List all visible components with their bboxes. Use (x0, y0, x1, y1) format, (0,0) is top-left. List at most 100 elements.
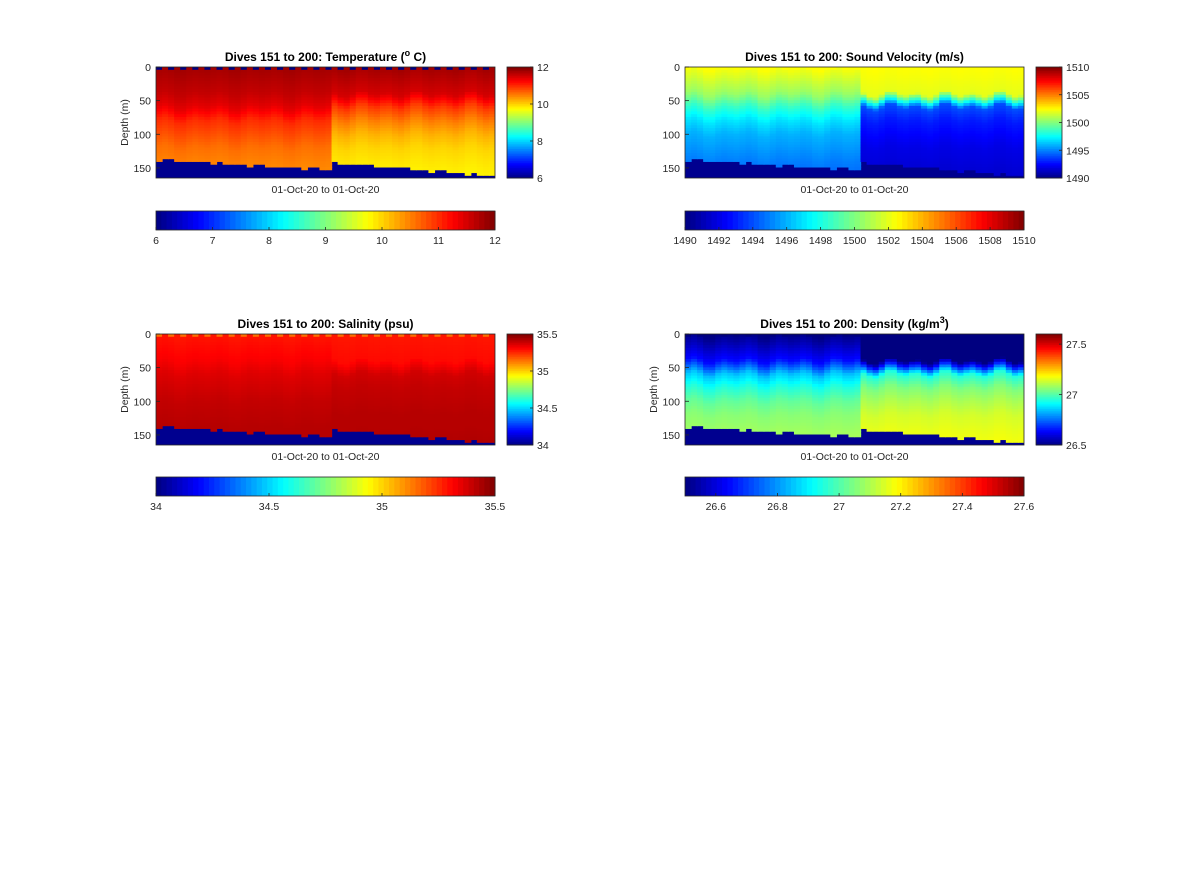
heatmap-cell (476, 105, 484, 110)
heatmap-cell (1005, 144, 1013, 149)
heatmap-cell (458, 158, 466, 162)
heatmap-cell (993, 97, 1001, 101)
heatmap-cell (896, 111, 904, 115)
heatmap-cell (252, 400, 260, 404)
heatmap-cell (373, 147, 381, 151)
heatmap-cell (464, 125, 472, 129)
heatmap-cell (258, 94, 266, 99)
heatmap-cell (386, 67, 393, 71)
heatmap-cell (1011, 147, 1019, 151)
heatmap-cell (787, 139, 795, 143)
heatmap-cell (174, 86, 181, 90)
heatmap-cell (775, 128, 783, 132)
heatmap-cell (404, 164, 411, 168)
heatmap-cell (404, 97, 411, 101)
heatmap-cell (733, 80, 741, 85)
heatmap-cell (361, 141, 369, 146)
heatmap-cell (488, 122, 495, 126)
heatmap-cell (769, 150, 777, 154)
heatmap-cell (488, 116, 495, 121)
heatmap-cell (240, 403, 248, 407)
colorbar-segment (1036, 98, 1062, 101)
colorbar-segment (171, 211, 178, 230)
heatmap-cell (842, 89, 850, 93)
heatmap-cell (367, 111, 375, 115)
heatmap-cell (204, 97, 212, 101)
heatmap-cell (1017, 97, 1024, 101)
heatmap-cell (878, 83, 886, 88)
heatmap-cell (180, 139, 187, 143)
colorbar-segment (1036, 122, 1062, 125)
heatmap-cell (168, 97, 175, 101)
heatmap-cell (392, 80, 399, 85)
heatmap-cell (981, 164, 989, 168)
heatmap-cell (440, 108, 448, 113)
heatmap-cell (824, 144, 831, 149)
heatmap-cell (727, 67, 735, 71)
heatmap-cell (428, 86, 436, 90)
heatmap-cell (458, 122, 466, 126)
heatmap-cell (428, 111, 436, 115)
heatmap-cell (464, 153, 472, 157)
heatmap-cell (709, 158, 716, 162)
heatmap-cell (264, 105, 272, 110)
heatmap-cell (271, 78, 278, 82)
heatmap-cell (228, 158, 236, 162)
heatmap-cell (751, 80, 759, 85)
heatmap-cell (416, 114, 423, 118)
heatmap-cell (890, 144, 898, 149)
heatmap-cell (216, 358, 224, 363)
heatmap-cell (878, 86, 886, 90)
heatmap-cell (691, 103, 698, 107)
heatmap-cell (343, 75, 351, 79)
colorbar-segment (875, 211, 882, 230)
colorbar-segment (507, 165, 533, 169)
heatmap-cell (289, 158, 296, 162)
heatmap-cell (343, 80, 351, 85)
heatmap-cell (180, 361, 187, 366)
heatmap-cell (830, 158, 837, 162)
heatmap-cell (301, 67, 308, 71)
colorbar-segment (389, 211, 395, 230)
heatmap-cell (174, 334, 181, 338)
heatmap-cell (162, 100, 169, 104)
heatmap-cell (373, 69, 381, 74)
heatmap-cell (198, 356, 206, 360)
heatmap-cell (271, 161, 278, 165)
heatmap-cell (301, 161, 308, 165)
heatmap-cell (921, 153, 928, 157)
colorbar-segment (346, 211, 353, 230)
heatmap-cell (464, 150, 472, 154)
heatmap-cell (921, 89, 928, 93)
heatmap-cell (793, 97, 801, 101)
heatmap-cell (392, 69, 399, 74)
heatmap-cell (204, 78, 212, 82)
heatmap-cell (951, 114, 959, 118)
colorbar-segment (743, 211, 750, 230)
heatmap-cell (422, 86, 430, 90)
heatmap-cell (258, 372, 266, 377)
heatmap-cell (482, 97, 490, 101)
colorbar-segment (330, 211, 337, 230)
heatmap-cell (295, 97, 302, 101)
heatmap-cell (818, 91, 825, 96)
heatmap-cell (222, 80, 230, 85)
heatmap-cell (812, 94, 819, 99)
heatmap-cell (806, 78, 813, 82)
heatmap-cell (458, 114, 466, 118)
heatmap-cell (428, 161, 436, 165)
colorbar-segment (1036, 129, 1062, 132)
heatmap-cell (781, 108, 789, 113)
heatmap-cell (228, 108, 236, 113)
heatmap-cell (981, 91, 989, 96)
heatmap-cell (884, 147, 892, 151)
heatmap-cell (156, 72, 163, 76)
heatmap-cell (800, 89, 807, 93)
heatmap-cell (800, 114, 807, 118)
heatmap-cell (258, 414, 266, 418)
heatmap-cell (951, 133, 959, 137)
heatmap-cell (404, 100, 411, 104)
heatmap-cell (806, 128, 813, 132)
heatmap-cell (933, 147, 940, 151)
heatmap-cell (180, 103, 187, 107)
